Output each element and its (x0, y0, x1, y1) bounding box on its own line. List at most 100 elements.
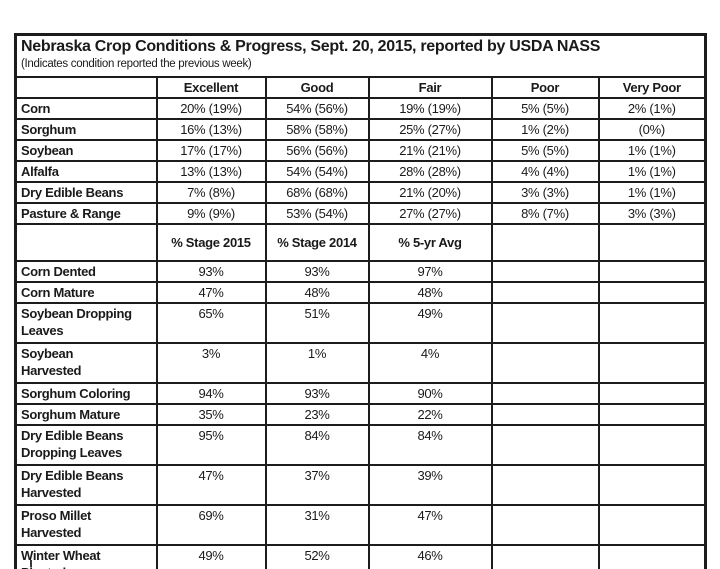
conditions-header-row: Excellent Good Fair Poor Very Poor (14, 76, 707, 99)
value-cell: 65% (155, 302, 267, 344)
value-cell: 93% (155, 260, 267, 283)
crop-conditions-table: Nebraska Crop Conditions & Progress, Sep… (14, 33, 707, 569)
value-cell: 21% (20%) (367, 181, 493, 204)
stage-label: Dry Edible Beans Dropping Leaves (14, 424, 158, 466)
value-cell: 1% (264, 342, 370, 384)
value-cell: 31% (264, 504, 370, 546)
value-cell: 25% (27%) (367, 118, 493, 141)
header-cell-very-poor: Very Poor (597, 76, 707, 99)
value-cell: 17% (17%) (155, 139, 267, 162)
value-cell: 27% (27%) (367, 202, 493, 225)
value-cell: 84% (367, 424, 493, 466)
stage-label: Winter Wheat Planted (14, 544, 158, 569)
crop-label: Alfalfa (14, 160, 158, 183)
value-cell: 93% (264, 382, 370, 405)
table-row: Dry Edible Beans Harvested 47% 37% 39% (14, 464, 707, 506)
value-cell: 49% (155, 544, 267, 569)
table-row: Alfalfa 13% (13%) 54% (54%) 28% (28%) 4%… (14, 160, 707, 183)
stage-label: Proso Millet Harvested (14, 504, 158, 546)
value-cell: 1% (1%) (597, 181, 707, 204)
table-row: Soybean Dropping Leaves 65% 51% 49% (14, 302, 707, 344)
value-cell: 54% (56%) (264, 97, 370, 120)
header-cell-poor: Poor (490, 76, 600, 99)
value-cell: 56% (56%) (264, 139, 370, 162)
table-row: Dry Edible Beans 7% (8%) 68% (68%) 21% (… (14, 181, 707, 204)
value-cell: 48% (367, 281, 493, 304)
header-cell-excellent: Excellent (155, 76, 267, 99)
value-cell: 3% (3%) (597, 202, 707, 225)
value-cell: (0%) (597, 118, 707, 141)
stage-label: Soybean Harvested (14, 342, 158, 384)
table-row: Dry Edible Beans Dropping Leaves 95% 84%… (14, 424, 707, 466)
table-row: Corn 20% (19%) 54% (56%) 19% (19%) 5% (5… (14, 97, 707, 120)
empty-cell (597, 302, 707, 344)
value-cell: 47% (155, 281, 267, 304)
header-cell-good: Good (264, 76, 370, 99)
value-cell: 16% (13%) (155, 118, 267, 141)
stage-label: Sorghum Mature (14, 403, 158, 426)
value-cell: 20% (19%) (155, 97, 267, 120)
value-cell: 13% (13%) (155, 160, 267, 183)
value-cell: 9% (9%) (155, 202, 267, 225)
empty-cell (490, 403, 600, 426)
value-cell: 8% (7%) (490, 202, 600, 225)
value-cell: 39% (367, 464, 493, 506)
empty-cell (597, 260, 707, 283)
table-row: Soybean 17% (17%) 56% (56%) 21% (21%) 5%… (14, 139, 707, 162)
stage-label: Soybean Dropping Leaves (14, 302, 158, 344)
value-cell: 58% (58%) (264, 118, 370, 141)
table-row: Proso Millet Harvested 69% 31% 47% (14, 504, 707, 546)
value-cell: 35% (155, 403, 267, 426)
value-cell: 93% (264, 260, 370, 283)
value-cell: 22% (367, 403, 493, 426)
value-cell: 53% (54%) (264, 202, 370, 225)
progress-header-row: % Stage 2015 % Stage 2014 % 5-yr Avg (14, 223, 707, 262)
crop-label: Sorghum (14, 118, 158, 141)
table-row: Corn Dented 93% 93% 97% (14, 260, 707, 283)
empty-cell (597, 382, 707, 405)
header-cell-blank (14, 223, 158, 262)
header-cell-stage-2015: % Stage 2015 (155, 223, 267, 262)
value-cell: 19% (19%) (367, 97, 493, 120)
stage-label: Dry Edible Beans Harvested (14, 464, 158, 506)
value-cell: 48% (264, 281, 370, 304)
crop-label: Dry Edible Beans (14, 181, 158, 204)
stage-label: Sorghum Coloring (14, 382, 158, 405)
value-cell: 94% (155, 382, 267, 405)
empty-cell (490, 504, 600, 546)
empty-cell (490, 424, 600, 466)
value-cell: 95% (155, 424, 267, 466)
empty-cell (490, 260, 600, 283)
empty-cell (490, 302, 600, 344)
value-cell: 1% (2%) (490, 118, 600, 141)
value-cell: 47% (155, 464, 267, 506)
value-cell: 4% (367, 342, 493, 384)
header-cell-fair: Fair (367, 76, 493, 99)
table-row: Sorghum Mature 35% 23% 22% (14, 403, 707, 426)
empty-cell (490, 281, 600, 304)
crop-label: Corn (14, 97, 158, 120)
empty-cell (597, 403, 707, 426)
value-cell: 5% (5%) (490, 139, 600, 162)
stage-label: Corn Mature (14, 281, 158, 304)
value-cell: 21% (21%) (367, 139, 493, 162)
value-cell: 2% (1%) (597, 97, 707, 120)
table-row: Pasture & Range 9% (9%) 53% (54%) 27% (2… (14, 202, 707, 225)
empty-cell (597, 544, 707, 569)
value-cell: 4% (4%) (490, 160, 600, 183)
value-cell: 1% (1%) (597, 139, 707, 162)
empty-cell (597, 281, 707, 304)
table-row: Winter Wheat Planted 49% 52% 46% (14, 544, 707, 569)
value-cell: 49% (367, 302, 493, 344)
empty-cell (597, 424, 707, 466)
header-cell-blank (597, 223, 707, 262)
table-title: Nebraska Crop Conditions & Progress, Sep… (21, 38, 601, 55)
value-cell: 3% (155, 342, 267, 384)
header-cell-blank (490, 223, 600, 262)
crop-label: Soybean (14, 139, 158, 162)
value-cell: 5% (5%) (490, 97, 600, 120)
title-row: Nebraska Crop Conditions & Progress, Sep… (14, 33, 707, 78)
value-cell: 97% (367, 260, 493, 283)
table-row: Soybean Harvested 3% 1% 4% (14, 342, 707, 384)
